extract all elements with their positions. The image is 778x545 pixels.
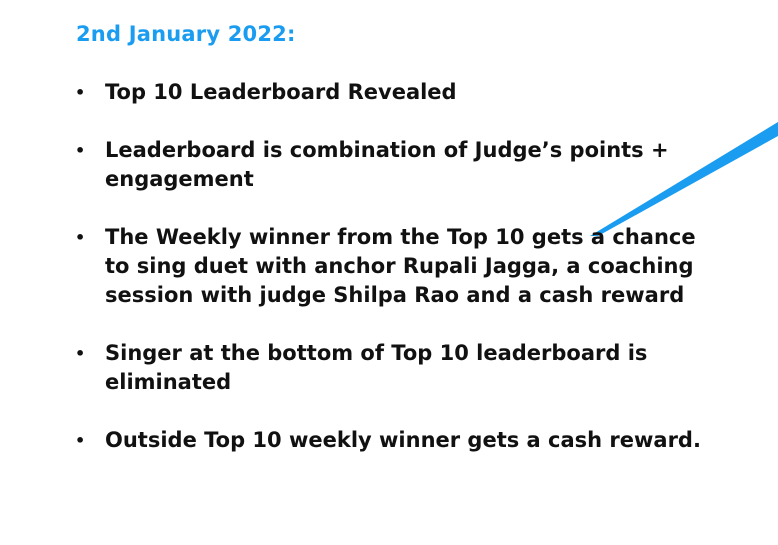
bullet-text: Leaderboard is combination of Judge’s po… <box>105 138 669 191</box>
date-heading: 2nd January 2022: <box>76 22 296 46</box>
bullet-dot-icon: • <box>75 141 86 160</box>
bullet-dot-icon: • <box>75 228 86 247</box>
bullet-item: • The Weekly winner from the Top 10 gets… <box>72 223 722 310</box>
bullet-dot-icon: • <box>75 83 86 102</box>
bullet-item: • Top 10 Leaderboard Revealed <box>72 78 722 107</box>
bullet-dot-icon: • <box>75 344 86 363</box>
bullet-text: The Weekly winner from the Top 10 gets a… <box>105 225 696 307</box>
bullet-text: Outside Top 10 weekly winner gets a cash… <box>105 428 701 452</box>
bullet-item: • Outside Top 10 weekly winner gets a ca… <box>72 426 722 455</box>
bullet-list: • Top 10 Leaderboard Revealed • Leaderbo… <box>72 78 722 455</box>
bullet-item: • Singer at the bottom of Top 10 leaderb… <box>72 339 722 397</box>
bullet-dot-icon: • <box>75 431 86 450</box>
bullet-item: • Leaderboard is combination of Judge’s … <box>72 136 722 194</box>
bullet-text: Top 10 Leaderboard Revealed <box>105 80 457 104</box>
bullet-text: Singer at the bottom of Top 10 leaderboa… <box>105 341 648 394</box>
